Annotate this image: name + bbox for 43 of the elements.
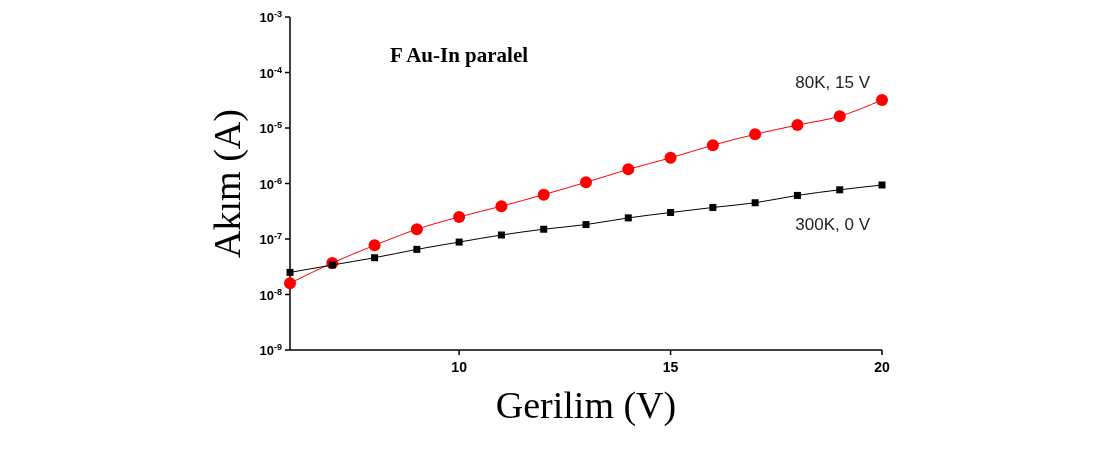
point xyxy=(751,199,759,207)
x-tick-label: 10 xyxy=(451,359,468,375)
point xyxy=(537,188,550,201)
point xyxy=(622,163,635,176)
point xyxy=(455,238,463,246)
point xyxy=(497,231,505,239)
point xyxy=(749,128,762,141)
point xyxy=(368,239,381,252)
text: F Au-In paralel xyxy=(390,43,529,67)
series-label: 300K, 0 V xyxy=(795,214,871,234)
point xyxy=(453,210,466,223)
y-tick-label: 10$^{-5}$ xyxy=(259,120,282,136)
point xyxy=(413,245,421,253)
point xyxy=(876,93,888,106)
y-tick-label: 10$^{-9}$ xyxy=(259,342,282,358)
y-tick-label: 10$^{-4}$ xyxy=(259,64,283,81)
series-label: 80K, 15 V xyxy=(795,72,871,92)
point xyxy=(580,176,592,189)
y-tick-label: 10$^{-3}$ xyxy=(259,9,282,25)
point xyxy=(371,254,379,262)
x-tick-label: 20 xyxy=(874,359,890,375)
x-axis-title: Gerilim (V) xyxy=(495,384,677,427)
point xyxy=(709,203,717,211)
point xyxy=(793,191,801,199)
y-tick-label: 10$^{-6}$ xyxy=(259,175,282,192)
point xyxy=(667,209,675,217)
point xyxy=(495,200,508,213)
y-tick-label: 10$^{-7}$ xyxy=(259,231,282,247)
y-axis-title: Akım (A) xyxy=(206,109,249,258)
point xyxy=(664,151,677,164)
point xyxy=(410,223,423,236)
point xyxy=(286,268,294,276)
point xyxy=(836,186,844,194)
point xyxy=(833,110,846,123)
point xyxy=(540,225,548,233)
x-tick-label: 15 xyxy=(662,359,679,375)
point xyxy=(706,139,719,152)
point xyxy=(878,181,886,189)
y-tick-label: 10$^{-8}$ xyxy=(259,286,282,303)
point xyxy=(624,214,632,222)
point xyxy=(791,119,804,132)
point xyxy=(284,277,296,290)
point xyxy=(582,221,590,229)
